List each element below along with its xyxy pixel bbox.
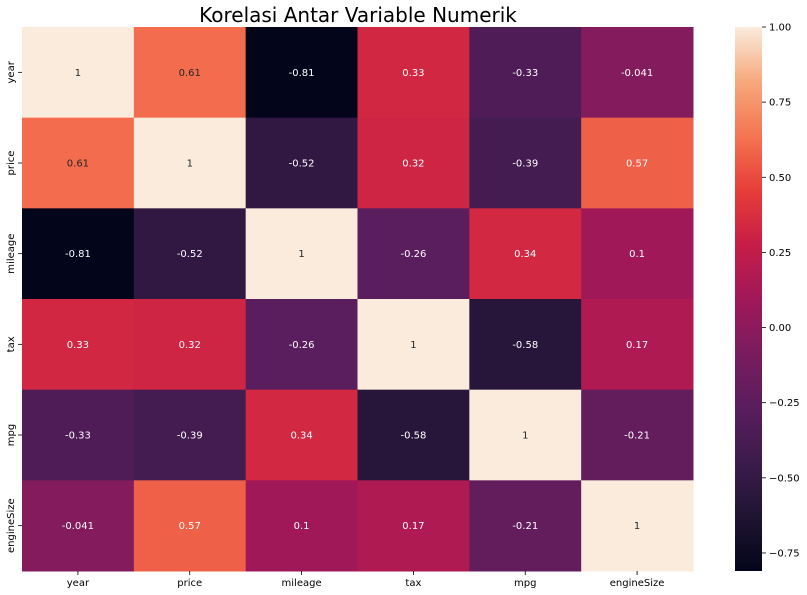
x-axis-ticks: year price mileage tax mpg engineSize bbox=[67, 571, 665, 589]
heatmap-cell-year-mileage bbox=[245, 27, 358, 119]
cell-value-engineSize-year: -0.041 bbox=[62, 521, 94, 532]
y-axis-ticks: year price mileage tax mpg engineSize bbox=[6, 60, 22, 553]
cell-value-mileage-mpg: 0.34 bbox=[514, 249, 536, 260]
y-tick-label-mpg: mpg bbox=[6, 424, 17, 446]
heatmap-cell-engineSize-mpg bbox=[469, 480, 582, 572]
cell-value-year-tax: 0.33 bbox=[402, 68, 424, 79]
y-tick-label-mileage: mileage bbox=[6, 234, 17, 274]
heatmap-cell-mileage-tax bbox=[357, 208, 470, 300]
heatmap-cell-mpg-tax bbox=[357, 389, 470, 481]
cell-value-mileage-price: -0.52 bbox=[177, 249, 203, 260]
cell-value-mpg-mpg: 1 bbox=[522, 431, 528, 442]
cell-value-year-mileage: -0.81 bbox=[289, 68, 315, 79]
colorbar-tick-label: 0.50 bbox=[769, 173, 791, 184]
heatmap-cell-tax-tax bbox=[357, 299, 470, 391]
heatmap-cells: 1 0.61 -0.81 0.33 -0.33 -0.041 0.61 1 -0.52 0.32 -… bbox=[22, 27, 694, 572]
cell-value-tax-mpg: -0.58 bbox=[512, 340, 538, 351]
cell-value-tax-mileage: -0.26 bbox=[289, 340, 315, 351]
heatmap-cell-engineSize-tax bbox=[357, 480, 470, 572]
cell-value-engineSize-mpg: -0.21 bbox=[512, 521, 538, 532]
y-tick-label-engineSize: engineSize bbox=[6, 498, 17, 553]
x-tick-label-tax: tax bbox=[405, 578, 421, 589]
colorbar-tick-label: 1.00 bbox=[769, 23, 791, 34]
heatmap-cell-mpg-mpg bbox=[469, 389, 582, 481]
colorbar-ticks: 1.00 0.75 0.50 0.25 0.00 −0.25 −0.50 −0.75 bbox=[762, 23, 800, 559]
cell-value-mpg-price: -0.39 bbox=[177, 431, 203, 442]
x-tick-label-mpg: mpg bbox=[514, 578, 536, 589]
cell-value-engineSize-tax: 0.17 bbox=[402, 521, 424, 532]
cell-value-price-mileage: -0.52 bbox=[289, 159, 315, 170]
cell-value-price-year: 0.61 bbox=[67, 159, 89, 170]
cell-value-mileage-year: -0.81 bbox=[65, 249, 91, 260]
cell-value-engineSize-price: 0.57 bbox=[179, 521, 201, 532]
heatmap-cell-mileage-engineSize bbox=[581, 208, 694, 300]
heatmap-cell-year-tax bbox=[357, 27, 470, 119]
heatmap-cell-tax-engineSize bbox=[581, 299, 694, 391]
heatmap-cell-year-mpg bbox=[469, 27, 582, 119]
y-tick-label-tax: tax bbox=[6, 336, 17, 352]
y-tick-label-year: year bbox=[6, 60, 17, 83]
cell-value-year-year: 1 bbox=[75, 68, 81, 79]
colorbar bbox=[735, 27, 762, 571]
cell-value-year-engineSize: -0.041 bbox=[621, 68, 653, 79]
cell-value-year-price: 0.61 bbox=[179, 68, 201, 79]
colorbar-tick-label: 0.25 bbox=[769, 248, 791, 259]
heatmap-cell-year-price bbox=[133, 27, 247, 119]
cell-value-price-price: 1 bbox=[187, 159, 193, 170]
heatmap-cell-engineSize-mileage bbox=[245, 480, 358, 572]
heatmap-cell-price-mileage bbox=[245, 117, 358, 209]
cell-value-price-engineSize: 0.57 bbox=[626, 159, 648, 170]
heatmap-cell-mileage-mileage bbox=[245, 208, 358, 300]
heatmap-cell-price-year bbox=[22, 117, 135, 209]
colorbar-tick-label: 0.75 bbox=[769, 98, 791, 109]
heatmap-cell-price-engineSize bbox=[581, 117, 694, 209]
x-tick-label-price: price bbox=[177, 578, 202, 589]
heatmap-cell-price-price bbox=[133, 117, 247, 209]
heatmap-cell-tax-mpg bbox=[469, 299, 582, 391]
y-tick-label-price: price bbox=[6, 151, 17, 176]
heatmap-cell-price-tax bbox=[357, 117, 470, 209]
heatmap-cell-mpg-year bbox=[22, 389, 135, 481]
cell-value-tax-engineSize: 0.17 bbox=[626, 340, 648, 351]
cell-value-engineSize-engineSize: 1 bbox=[634, 521, 640, 532]
heatmap-cell-year-engineSize bbox=[581, 27, 694, 119]
cell-value-engineSize-mileage: 0.1 bbox=[294, 521, 310, 532]
cell-value-mpg-tax: -0.58 bbox=[400, 431, 426, 442]
x-tick-label-mileage: mileage bbox=[282, 578, 322, 589]
heatmap-cell-mileage-mpg bbox=[469, 208, 582, 300]
chart-title: Korelasi Antar Variable Numerik bbox=[199, 3, 517, 27]
heatmap-cell-tax-year bbox=[22, 299, 135, 391]
heatmap-cell-engineSize-year bbox=[22, 480, 135, 572]
cell-value-mileage-engineSize: 0.1 bbox=[629, 249, 645, 260]
heatmap-cell-price-mpg bbox=[469, 117, 582, 209]
heatmap-cell-year-year bbox=[22, 27, 135, 119]
heatmap-cell-mpg-price bbox=[133, 389, 247, 481]
heatmap-cell-mpg-engineSize bbox=[581, 389, 694, 481]
colorbar-tick-label: −0.50 bbox=[769, 473, 800, 484]
cell-value-tax-year: 0.33 bbox=[67, 340, 89, 351]
x-tick-label-engineSize: engineSize bbox=[610, 578, 665, 589]
cell-value-mpg-engineSize: -0.21 bbox=[624, 431, 650, 442]
heatmap-cell-mileage-price bbox=[133, 208, 247, 300]
cell-value-mpg-mileage: 0.34 bbox=[290, 431, 312, 442]
colorbar-tick-label: −0.75 bbox=[769, 548, 800, 559]
heatmap-cell-engineSize-price bbox=[133, 480, 247, 572]
cell-value-mileage-mileage: 1 bbox=[298, 249, 304, 260]
cell-value-price-tax: 0.32 bbox=[402, 159, 424, 170]
cell-value-tax-price: 0.32 bbox=[179, 340, 201, 351]
cell-value-mpg-year: -0.33 bbox=[65, 431, 91, 442]
colorbar-tick-label: −0.25 bbox=[769, 398, 800, 409]
heatmap-cell-tax-price bbox=[133, 299, 247, 391]
cell-value-price-mpg: -0.39 bbox=[512, 159, 538, 170]
cell-value-year-mpg: -0.33 bbox=[512, 68, 538, 79]
heatmap-cell-tax-mileage bbox=[245, 299, 358, 391]
heatmap-cell-mpg-mileage bbox=[245, 389, 358, 481]
colorbar-tick-label: 0.00 bbox=[769, 323, 791, 334]
heatmap-cell-engineSize-engineSize bbox=[581, 480, 694, 572]
x-tick-label-year: year bbox=[67, 578, 90, 589]
heatmap-cell-mileage-year bbox=[22, 208, 135, 300]
cell-value-mileage-tax: -0.26 bbox=[400, 249, 426, 260]
cell-value-tax-tax: 1 bbox=[410, 340, 416, 351]
